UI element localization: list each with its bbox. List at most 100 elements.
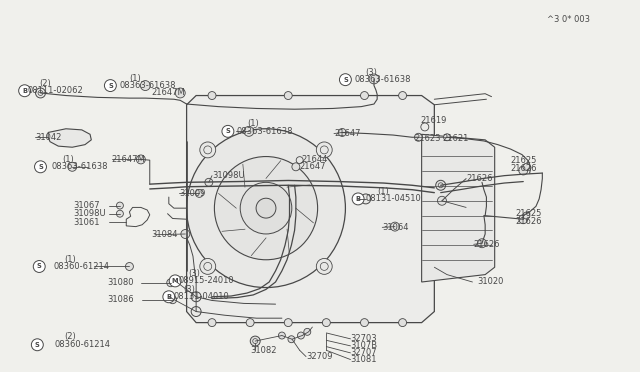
Circle shape	[125, 263, 133, 270]
Text: 08363-61638: 08363-61638	[52, 162, 108, 171]
Text: 21647M: 21647M	[152, 89, 186, 97]
Text: (2): (2)	[65, 332, 76, 341]
Text: 31084: 31084	[152, 230, 178, 239]
Text: B: B	[356, 196, 360, 202]
Circle shape	[523, 163, 530, 170]
Circle shape	[200, 259, 216, 274]
Circle shape	[240, 182, 292, 234]
Text: 3107B: 3107B	[351, 341, 378, 350]
Text: 21626: 21626	[511, 164, 537, 173]
Text: 08131-04510: 08131-04510	[365, 195, 422, 203]
Polygon shape	[187, 96, 435, 323]
Text: 21647: 21647	[334, 129, 360, 138]
Text: 08111-02062: 08111-02062	[28, 86, 84, 95]
Text: 31082: 31082	[250, 346, 276, 355]
Text: 21644: 21644	[301, 155, 327, 164]
Circle shape	[200, 142, 216, 158]
Circle shape	[116, 210, 124, 217]
Text: (1): (1)	[247, 119, 259, 128]
Text: (1): (1)	[377, 187, 389, 196]
Circle shape	[208, 92, 216, 100]
Text: 31081: 31081	[351, 355, 377, 364]
Circle shape	[415, 133, 422, 141]
Circle shape	[250, 336, 260, 346]
Circle shape	[399, 319, 406, 327]
Circle shape	[169, 296, 177, 304]
Text: 31098U: 31098U	[212, 171, 244, 180]
Text: (1): (1)	[63, 155, 74, 164]
Circle shape	[140, 81, 150, 90]
Circle shape	[214, 157, 317, 260]
Circle shape	[256, 198, 276, 218]
Circle shape	[369, 74, 379, 84]
Circle shape	[360, 92, 369, 100]
Circle shape	[222, 125, 234, 137]
Circle shape	[390, 222, 399, 231]
Text: S: S	[343, 77, 348, 83]
Text: B: B	[22, 88, 27, 94]
Circle shape	[244, 126, 254, 136]
Circle shape	[304, 328, 311, 335]
Circle shape	[316, 259, 332, 274]
Circle shape	[477, 239, 486, 248]
Circle shape	[208, 319, 216, 327]
Circle shape	[361, 194, 371, 204]
Circle shape	[205, 178, 213, 186]
Text: 21626: 21626	[516, 217, 542, 225]
Text: 21625: 21625	[516, 209, 542, 218]
Circle shape	[136, 155, 145, 164]
Circle shape	[181, 230, 190, 238]
Circle shape	[169, 275, 181, 287]
Circle shape	[339, 128, 346, 137]
Text: 31061: 31061	[74, 218, 100, 227]
Text: (3): (3)	[184, 285, 195, 294]
Circle shape	[352, 193, 364, 205]
Circle shape	[292, 163, 300, 171]
Text: 21621: 21621	[442, 134, 468, 143]
Text: B: B	[166, 294, 172, 300]
Text: 21623: 21623	[414, 134, 440, 143]
Text: 31042: 31042	[35, 133, 62, 142]
Circle shape	[195, 189, 204, 198]
Text: 31086: 31086	[108, 295, 134, 304]
Circle shape	[444, 134, 451, 141]
Circle shape	[191, 292, 201, 302]
Text: 21625: 21625	[511, 156, 537, 166]
Circle shape	[163, 291, 175, 303]
Text: M: M	[172, 278, 179, 284]
Text: (1): (1)	[65, 254, 76, 264]
Circle shape	[104, 80, 116, 92]
Polygon shape	[422, 134, 495, 282]
Text: 08363-61638: 08363-61638	[120, 81, 177, 90]
Text: 08131-04010: 08131-04010	[174, 292, 230, 301]
Circle shape	[278, 332, 285, 339]
Circle shape	[31, 339, 44, 351]
Text: 31064: 31064	[382, 223, 409, 232]
Text: 32709: 32709	[306, 352, 333, 361]
Text: S: S	[38, 164, 43, 170]
Circle shape	[438, 196, 447, 205]
Circle shape	[33, 260, 45, 272]
Circle shape	[339, 74, 351, 86]
Text: 32707: 32707	[351, 349, 377, 357]
Circle shape	[246, 319, 254, 327]
Circle shape	[36, 88, 45, 98]
Text: 08363-61638: 08363-61638	[355, 75, 412, 84]
Text: 31020: 31020	[477, 278, 504, 286]
Text: 21626: 21626	[466, 174, 493, 183]
Circle shape	[68, 162, 77, 171]
Circle shape	[284, 92, 292, 100]
Circle shape	[191, 307, 201, 317]
Text: (2): (2)	[39, 79, 51, 88]
Text: (3): (3)	[365, 68, 378, 77]
Text: 31080: 31080	[108, 278, 134, 287]
Text: 31067: 31067	[74, 201, 100, 210]
Text: (3): (3)	[188, 269, 200, 278]
Circle shape	[360, 319, 369, 327]
Text: 32703: 32703	[351, 334, 377, 343]
Text: S: S	[35, 342, 40, 348]
Circle shape	[316, 142, 332, 158]
Circle shape	[323, 319, 330, 327]
Text: 21619: 21619	[420, 116, 447, 125]
Text: ^3 0* 003: ^3 0* 003	[547, 15, 591, 23]
